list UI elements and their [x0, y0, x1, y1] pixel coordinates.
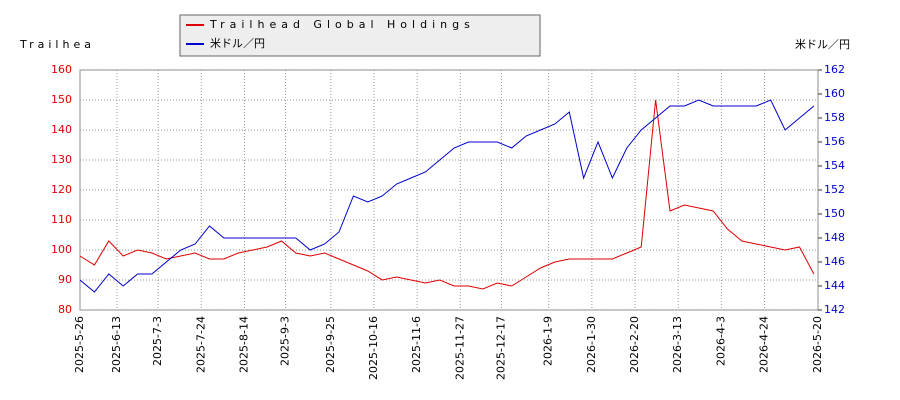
x-tick-label: 2025-11-27	[453, 316, 466, 380]
y-tick-label: 110	[51, 213, 72, 226]
x-tick-label: 2026-5-20	[811, 316, 824, 373]
x-tick-label: 2025-9-25	[324, 316, 337, 373]
x-tick-label: 2026-2-20	[628, 316, 641, 373]
y2-tick-label: 162	[824, 63, 845, 76]
y-tick-label: 90	[58, 273, 72, 286]
x-tick-label: 2026-4-24	[758, 316, 771, 373]
legend-label: 米ドル／円	[210, 37, 265, 50]
series-line	[79, 99, 815, 293]
y-tick-label: 160	[51, 63, 72, 76]
legend	[179, 14, 541, 57]
x-tick-label: 2025-7-24	[194, 316, 207, 373]
y2-tick-label: 150	[824, 207, 845, 220]
x-tick-label: 2025-10-16	[367, 316, 380, 380]
x-tick-label: 2025-8-14	[237, 316, 250, 373]
x-tick-label: 2026-1-9	[542, 316, 555, 366]
x-tick-label: 2026-4-3	[714, 316, 727, 366]
y-tick-label: 130	[51, 153, 72, 166]
y2-tick-label: 152	[824, 183, 845, 196]
legend-label: Trailhead Global Holdings	[209, 18, 475, 31]
y2-tick-label: 154	[824, 159, 845, 172]
y2-tick-label: 146	[824, 255, 845, 268]
y2-tick-label: 144	[824, 279, 845, 292]
y-tick-label: 140	[51, 123, 72, 136]
x-tick-label: 2025-11-6	[410, 316, 423, 373]
x-tick-label: 2025-7-3	[151, 316, 164, 366]
series-line	[79, 99, 815, 290]
y2-axis-label: 米ドル／円	[795, 38, 850, 51]
y-tick-label: 120	[51, 183, 72, 196]
x-tick-label: 2025-6-13	[110, 316, 123, 373]
y2-tick-label: 142	[824, 303, 845, 316]
y2-tick-label: 156	[824, 135, 845, 148]
x-tick-label: 2026-1-30	[585, 316, 598, 373]
y-axis-label: Trailhea	[19, 38, 95, 51]
x-tick-label: 2026-3-13	[671, 316, 684, 373]
y2-tick-label: 158	[824, 111, 845, 124]
y-tick-label: 100	[51, 243, 72, 256]
y2-tick-label: 148	[824, 231, 845, 244]
y2-tick-label: 160	[824, 87, 845, 100]
x-tick-label: 2025-12-17	[494, 316, 507, 380]
x-tick-label: 2025-5-26	[73, 316, 86, 373]
y-tick-label: 80	[58, 303, 72, 316]
x-tick-label: 2025-9-3	[279, 316, 292, 366]
y-tick-label: 150	[51, 93, 72, 106]
